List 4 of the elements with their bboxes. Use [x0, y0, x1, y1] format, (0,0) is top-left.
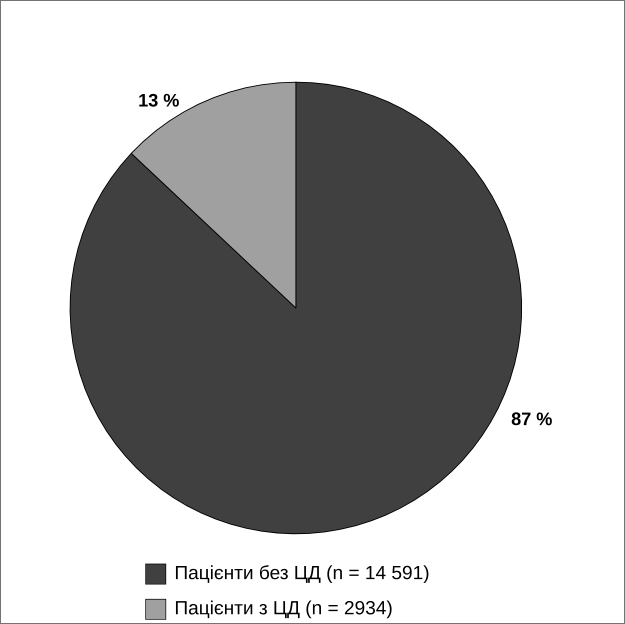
data-label: 13 % — [139, 94, 179, 107]
legend-label: Пацієнти з ЦД (n = 2934) — [176, 600, 392, 618]
data-label: 87 % — [512, 412, 552, 426]
legend-label: Пацієнти без ЦД (n = 14 591) — [176, 565, 428, 584]
